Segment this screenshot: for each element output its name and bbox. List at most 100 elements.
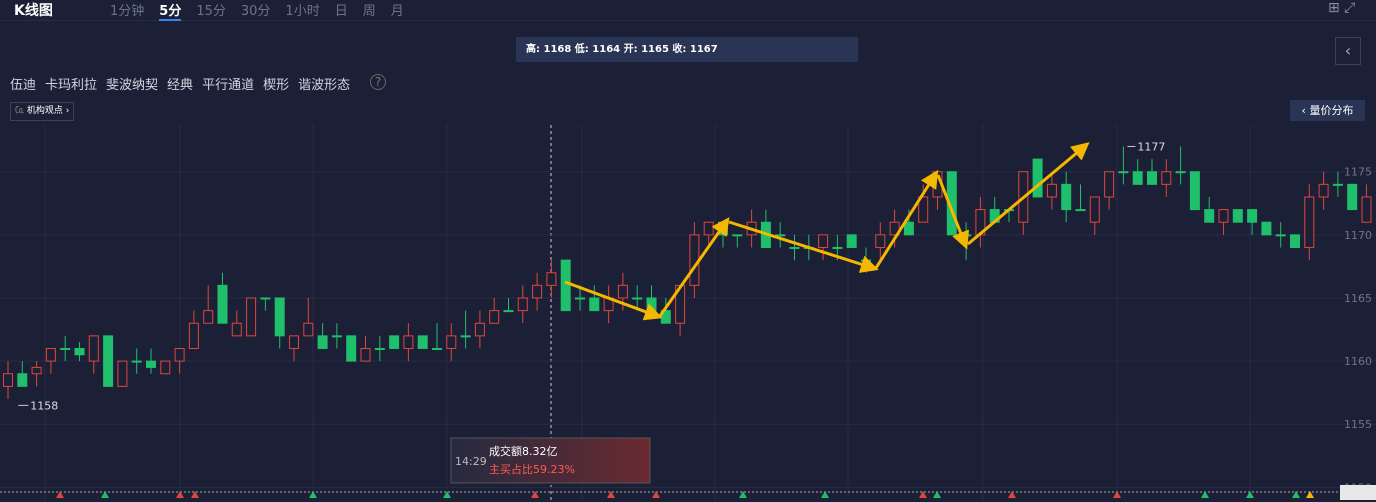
- candle-body: [289, 335, 299, 349]
- drawing-tool[interactable]: 平行通道: [202, 78, 255, 93]
- drawing-tool[interactable]: 楔形: [263, 78, 290, 93]
- candle-body: [1218, 209, 1229, 223]
- candle-body: [274, 297, 285, 337]
- trend-arrow: [658, 217, 730, 317]
- candle-body: [632, 297, 643, 300]
- candle-body: [903, 221, 914, 236]
- current-price-box: [1340, 485, 1376, 500]
- signal-marker: [1008, 491, 1016, 498]
- ohlc-summary: 高: 1168 低: 1164 开: 1165 收: 1167: [516, 37, 858, 62]
- signal-marker: [652, 491, 660, 498]
- candle-body: [546, 272, 557, 286]
- signal-marker: [1201, 491, 1209, 498]
- tooltip-buy-ratio: 主买占比59.23%: [489, 462, 575, 476]
- period-tab[interactable]: 周: [362, 4, 376, 19]
- candle-body: [417, 335, 428, 349]
- candle-body: [146, 360, 156, 368]
- candle-body: [174, 347, 185, 362]
- drawing-tool[interactable]: 经典: [167, 78, 194, 93]
- help-icon[interactable]: ?: [370, 74, 386, 90]
- drawing-tool[interactable]: 伍迪: [10, 78, 37, 93]
- signal-marker: [933, 491, 941, 498]
- drawing-tool[interactable]: 卡玛利拉: [45, 78, 98, 93]
- candle-body: [60, 347, 71, 350]
- candle-body: [1347, 183, 1358, 211]
- candle-body: [1104, 171, 1115, 198]
- signal-marker: [443, 491, 451, 498]
- candle-body: [1290, 234, 1300, 248]
- signal-marker: [739, 491, 747, 498]
- period-tab[interactable]: 1分钟: [110, 4, 145, 19]
- candle-body: [88, 335, 99, 362]
- candle-body: [1147, 171, 1157, 185]
- candle-body: [832, 246, 843, 249]
- trend-arrow: [936, 174, 970, 250]
- period-tab[interactable]: 1小时: [285, 4, 320, 19]
- signal-marker: [309, 491, 317, 498]
- candle-body: [1161, 171, 1172, 185]
- trend-arrow: [728, 220, 879, 273]
- volume-profile-button[interactable]: ‹ 量价分布: [1290, 100, 1365, 121]
- period-tab[interactable]: 5分: [159, 0, 182, 21]
- candle-body: [861, 259, 871, 262]
- candle-body: [474, 322, 485, 337]
- candle-body: [1118, 171, 1129, 174]
- tooltip-box: [450, 437, 651, 484]
- y-tick-label: 1170: [1344, 229, 1372, 242]
- candle-body: [1261, 221, 1272, 236]
- candle-body: [374, 347, 385, 350]
- y-tick-label: 1155: [1344, 418, 1372, 431]
- y-tick-label: 1165: [1344, 292, 1372, 305]
- signal-marker: [919, 491, 927, 498]
- signal-marker: [1292, 491, 1300, 498]
- drawing-tools: 伍迪 卡玛利拉 斐波纳契 经典 平行通道 楔形 谐波形态: [10, 74, 350, 93]
- candle-body: [260, 297, 271, 300]
- candle-body: [1275, 234, 1286, 237]
- candle-body: [532, 284, 543, 299]
- candle-body: [460, 335, 471, 338]
- candle-body: [617, 284, 628, 299]
- signal-marker: [607, 491, 615, 498]
- candle-body: [1304, 196, 1315, 248]
- candle-body: [446, 335, 457, 349]
- y-tick-label: 1160: [1344, 355, 1372, 368]
- signal-marker: [56, 491, 64, 498]
- candle-body: [889, 221, 900, 236]
- candle-body: [117, 360, 128, 387]
- period-tab[interactable]: 15分: [196, 4, 226, 19]
- drawing-tool[interactable]: 谐波形态: [298, 78, 351, 93]
- candle-body: [789, 246, 800, 249]
- candle-body: [17, 373, 28, 387]
- candle-body: [575, 297, 585, 300]
- candle-body: [403, 335, 414, 349]
- y-tick-label: 1175: [1344, 166, 1372, 179]
- tooltip-turnover: 成交额8.32亿: [489, 444, 558, 458]
- candle-body: [560, 259, 571, 312]
- trend-arrow: [564, 280, 663, 321]
- candle-body: [846, 234, 857, 248]
- candle-body: [103, 335, 114, 387]
- signal-marker: [1306, 491, 1314, 498]
- candle-body: [875, 234, 886, 248]
- period-tab[interactable]: 月: [390, 4, 404, 19]
- period-tab[interactable]: 日: [334, 4, 348, 19]
- candle-body: [231, 322, 242, 337]
- candle-body: [1247, 209, 1258, 223]
- candle-body: [1046, 183, 1057, 198]
- signal-marker: [101, 491, 109, 498]
- drawing-tool[interactable]: 斐波纳契: [106, 78, 159, 93]
- candle-body: [489, 310, 500, 324]
- period-tab[interactable]: 30分: [240, 4, 271, 19]
- candle-body: [646, 297, 657, 312]
- views-label: 机构观点: [26, 106, 63, 116]
- candle-body: [818, 234, 829, 248]
- signal-marker: [1113, 491, 1121, 498]
- candle-body: [160, 360, 171, 375]
- layout-icon[interactable]: ⊞ ⤢: [1328, 0, 1356, 16]
- views-button[interactable]: ㏇ 机构观点 ›: [10, 102, 75, 121]
- candle-body: [74, 347, 85, 356]
- chart-menu[interactable]: K线图: [14, 3, 53, 19]
- collapse-button[interactable]: ‹: [1335, 37, 1361, 65]
